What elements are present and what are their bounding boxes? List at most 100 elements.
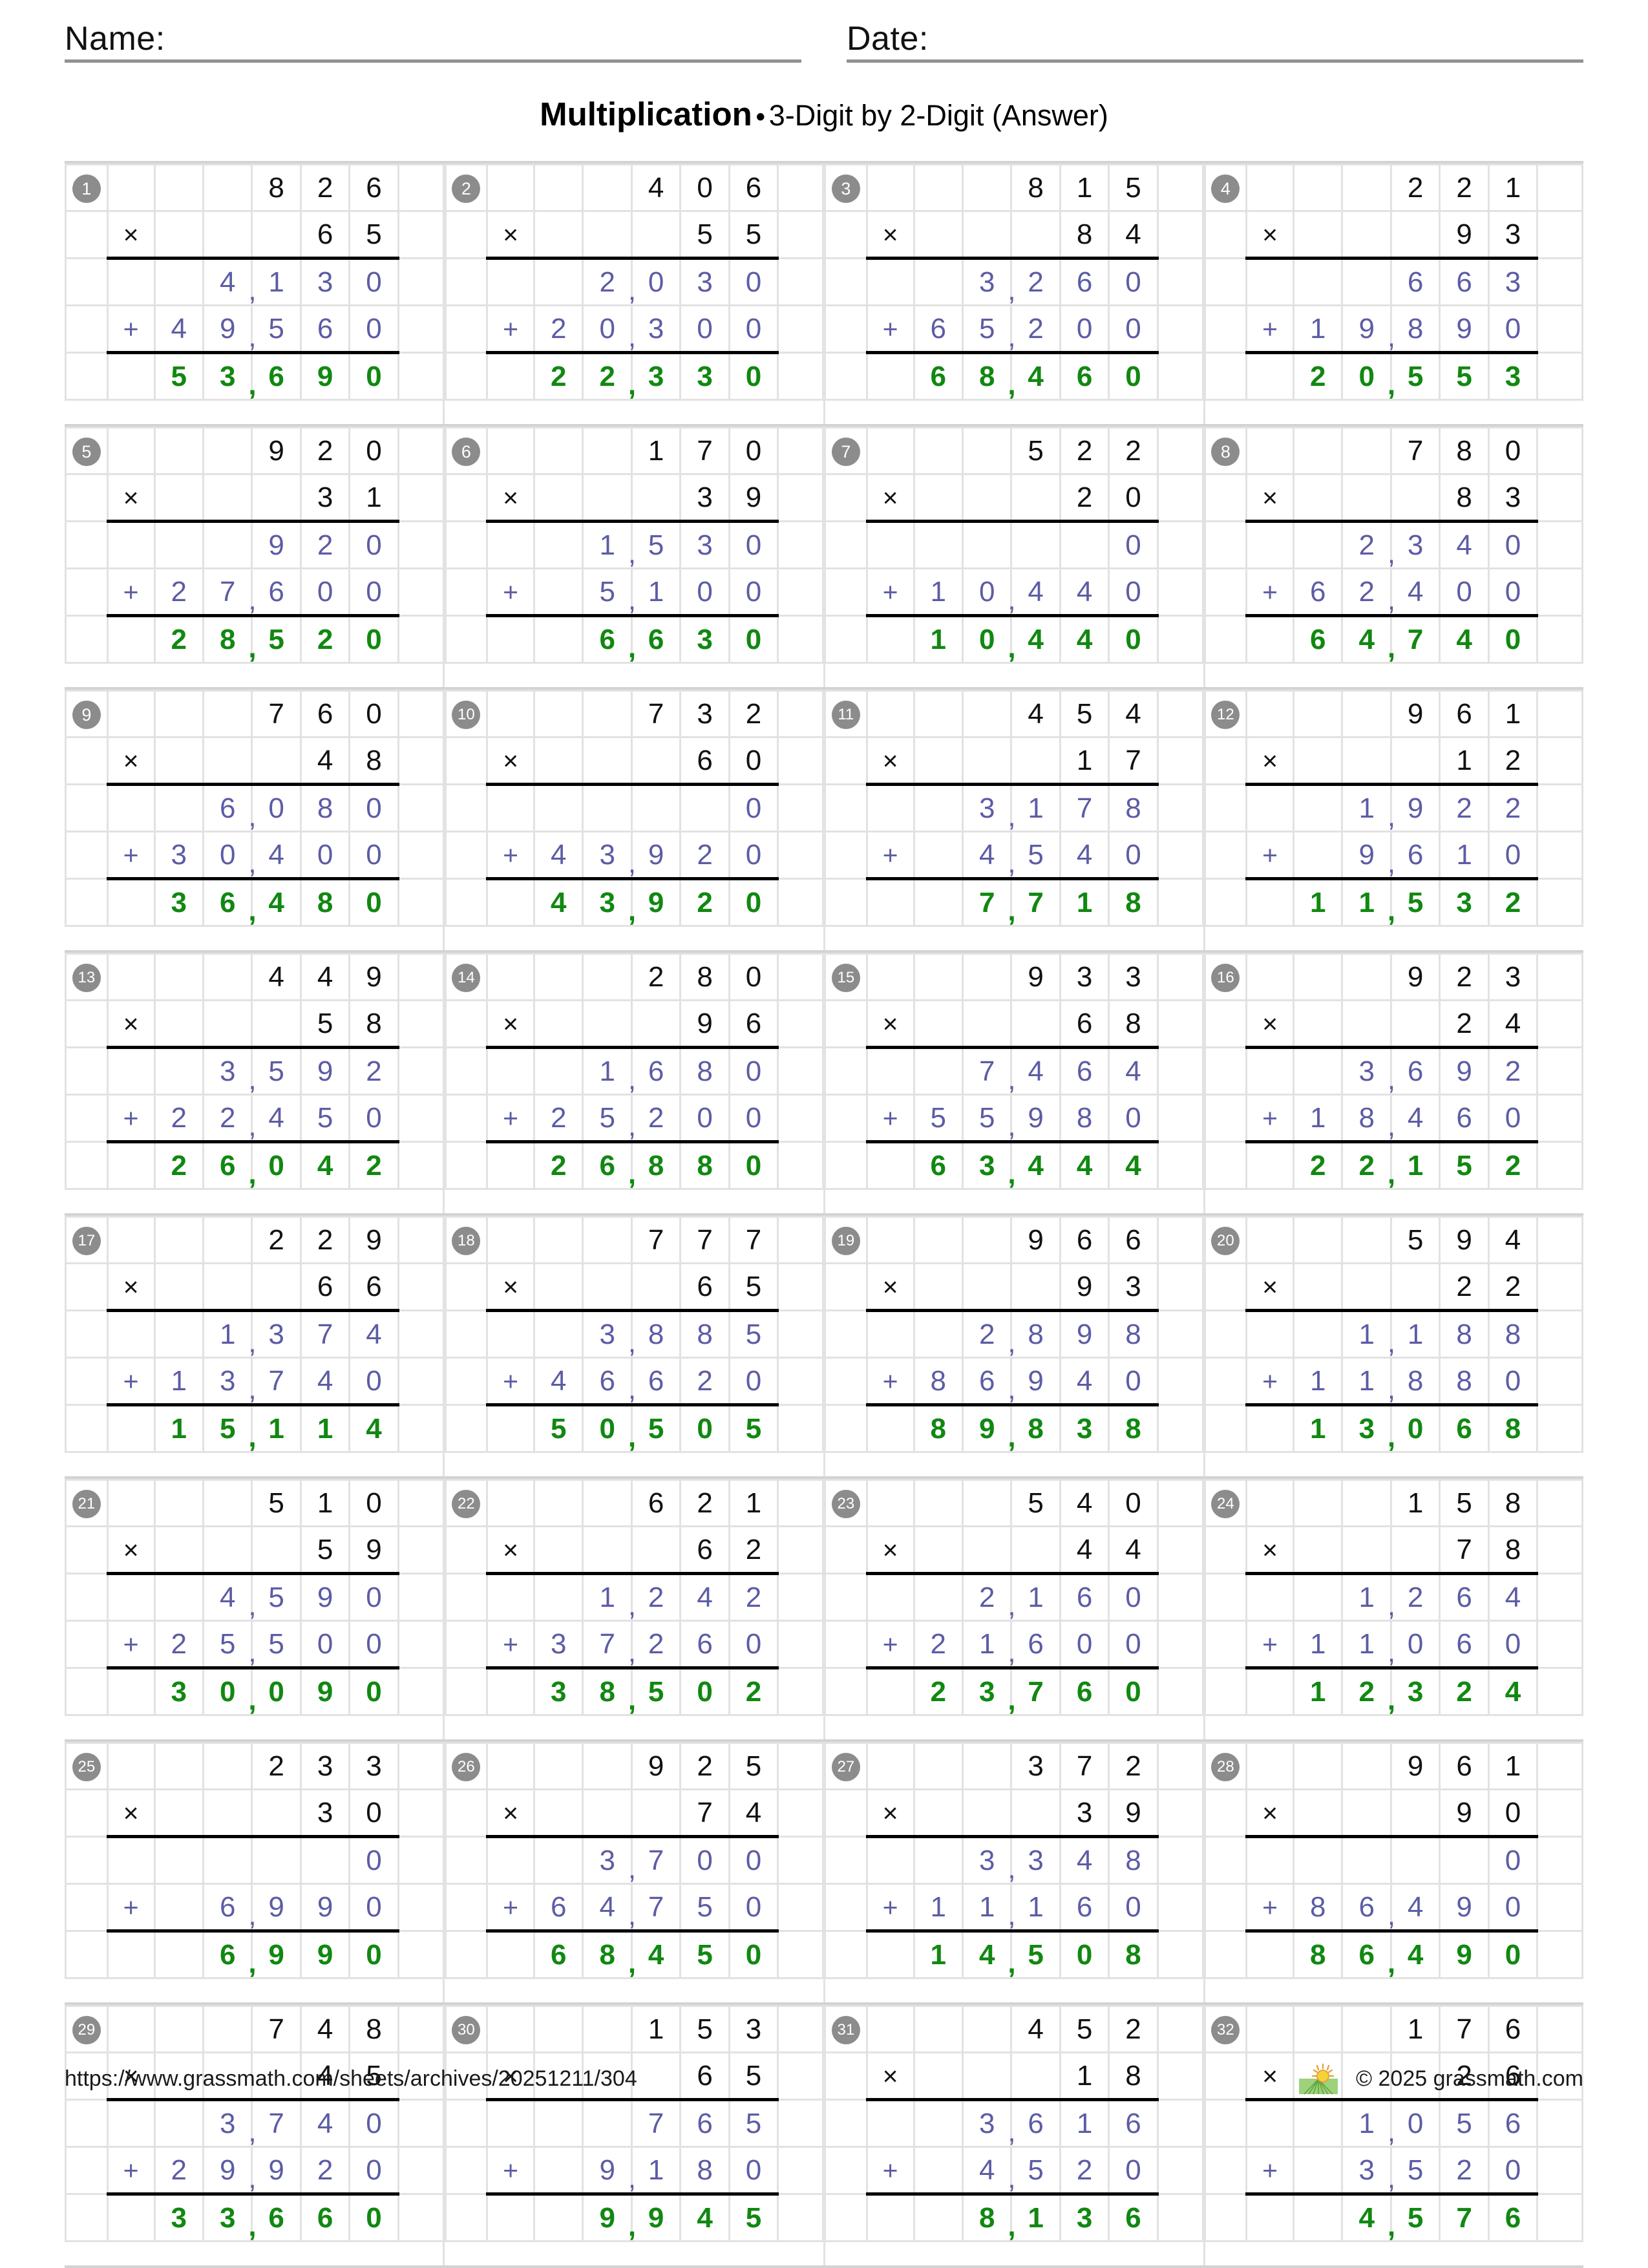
- badge-label: 8: [1211, 437, 1240, 466]
- date-field[interactable]: Date:: [847, 22, 1583, 63]
- digit: 9: [317, 1891, 333, 1923]
- operator-cell: [1245, 1573, 1295, 1622]
- plus-operator: +: [106, 1357, 156, 1407]
- digit-cell: [630, 1262, 682, 1313]
- tail-cell: [397, 1620, 445, 1669]
- digit-cell: 1: [1293, 1094, 1344, 1144]
- digit-cell: 0: [1059, 304, 1110, 355]
- digit-cell: [913, 1262, 964, 1313]
- digit-cell: 0: [1487, 1357, 1539, 1407]
- digit-cell: [913, 257, 964, 307]
- tail-cell: [1156, 427, 1204, 476]
- thousands-separator: ,: [248, 2116, 257, 2148]
- digit-cell: 0: [1108, 567, 1159, 618]
- digit: 9: [1028, 960, 1044, 993]
- badge-spacer-cell: [65, 1883, 109, 1933]
- digit-cell: 0: [1487, 304, 1539, 355]
- digit-cell: 5: [679, 2005, 730, 2054]
- digit: 1: [1358, 1627, 1375, 1660]
- operator-cell: [865, 257, 915, 307]
- digit: 0: [745, 312, 762, 344]
- thousands-separator: ,: [1387, 2116, 1396, 2148]
- digit: 0: [1125, 312, 1141, 344]
- partial-product-1-row: 0: [1203, 1836, 1583, 1885]
- tail-cell: [1156, 783, 1204, 833]
- operator-cell: [1245, 1742, 1295, 1791]
- digit: 4: [268, 960, 284, 993]
- digit: 5: [745, 1270, 762, 1302]
- badge-spacer-cell: [824, 1883, 868, 1933]
- digit-cell: 4: [202, 1573, 253, 1622]
- plus-icon: +: [1262, 1629, 1278, 1659]
- digit-cell: 5: [251, 1479, 302, 1528]
- digit-cell: [1293, 1788, 1344, 1839]
- digit: 6: [930, 312, 946, 344]
- operator-cell: [106, 2193, 156, 2243]
- plus-icon: +: [123, 1103, 139, 1133]
- digit-cell: [153, 1262, 204, 1313]
- digit: 5: [648, 1675, 664, 1708]
- digit: 1: [1407, 2013, 1424, 2045]
- digit-cell: 9: [348, 953, 399, 1002]
- thousands-separator: ,: [248, 1637, 257, 1669]
- digit: 8: [1310, 1891, 1326, 1923]
- digit: 0: [745, 434, 762, 467]
- tail-cell: [397, 615, 445, 664]
- row-spacer: [65, 401, 1583, 427]
- multiplicand-row: 22 6 2 1: [444, 1479, 824, 1528]
- name-label: Name:: [65, 20, 165, 58]
- digit-cell: 3: [153, 831, 204, 881]
- digit-cell: 0: [348, 878, 399, 927]
- digit-cell: 5: [153, 352, 204, 401]
- digit-cell: 2: [1108, 2005, 1159, 2054]
- digit: 1: [648, 2013, 664, 2045]
- plus-operator: +: [486, 2146, 536, 2196]
- digit-cell: 8: [1108, 999, 1159, 1050]
- digit-cell: 9: [679, 999, 730, 1050]
- digit-cell: 0: [348, 257, 399, 307]
- digit-cell: 0: [1108, 1620, 1159, 1670]
- digit-cell: [1293, 473, 1344, 524]
- badge-spacer-cell: [65, 615, 109, 664]
- source-url[interactable]: https://www.grassmath.com/sheets/archive…: [65, 2066, 637, 2091]
- digit: 1: [648, 2154, 664, 2186]
- digit-cell: 0: [728, 615, 779, 664]
- digit-cell: 8: [1487, 1479, 1539, 1528]
- digit: 1: [1358, 1364, 1375, 1397]
- digit: 0: [366, 1891, 382, 1923]
- badge-spacer-cell: [444, 473, 489, 523]
- digit-cell: 1: [1293, 1620, 1344, 1670]
- partial-product-2-row: +1 9, 8 9 0: [1203, 304, 1583, 355]
- digit-cell: 2: [961, 1573, 1013, 1622]
- digit-cell: [1293, 2193, 1344, 2243]
- problem-number-badge: 10: [444, 690, 489, 739]
- tail-cell: [1536, 615, 1583, 664]
- digit-cell: 0: [582, 1404, 633, 1454]
- digit-cell: 4: [1010, 690, 1061, 739]
- name-field[interactable]: Name:: [65, 22, 801, 63]
- tail-cell: [1156, 2005, 1204, 2054]
- digit: 4: [978, 1938, 995, 1971]
- problem-number-badge: 30: [444, 2005, 489, 2054]
- tail-cell: [397, 2193, 445, 2243]
- multiply-icon: ×: [123, 1797, 139, 1828]
- digit-cell: 2: [728, 690, 779, 739]
- digit: 6: [219, 1891, 236, 1923]
- digit: 3: [1407, 529, 1424, 561]
- operator-cell: [486, 1667, 536, 1717]
- plus-operator: +: [1245, 1620, 1295, 1670]
- thousands-separator: ,: [1008, 369, 1016, 401]
- digit-cell: ,6: [248, 352, 302, 401]
- digit-cell: 0: [348, 520, 399, 570]
- digit-cell: 8: [679, 1046, 730, 1096]
- digit-cell: 0: [348, 567, 399, 618]
- digit-cell: 2: [1439, 783, 1490, 833]
- digit-cell: [1293, 427, 1344, 476]
- digit-cell: 4: [1108, 690, 1159, 739]
- digit-cell: 0: [1439, 567, 1490, 618]
- digit-cell: ,0: [1388, 1404, 1441, 1454]
